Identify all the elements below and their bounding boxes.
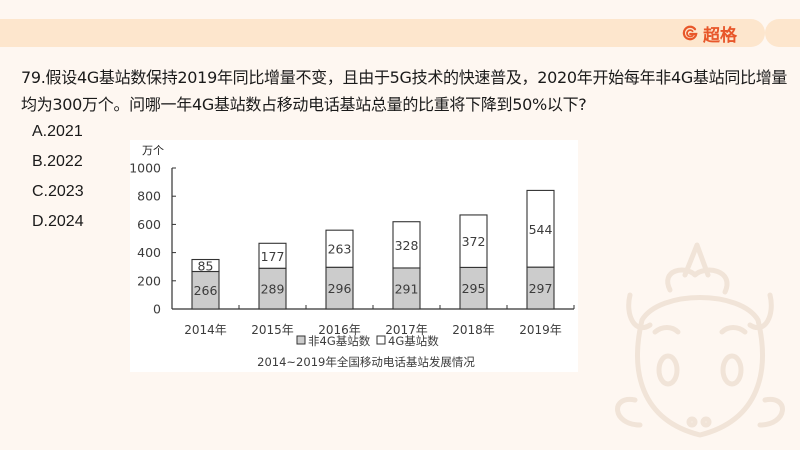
bar-value-label: 291 xyxy=(395,281,419,296)
x-tick-label: 2017年 xyxy=(385,323,428,337)
bar-4g xyxy=(258,242,287,269)
x-tick-label: 2014年 xyxy=(184,323,227,337)
x-tick-label: 2015年 xyxy=(251,323,294,337)
y-tick-label: 600 xyxy=(137,217,161,232)
bar-value-label: 328 xyxy=(395,238,419,253)
legend-label: 4G基站数 xyxy=(388,334,439,348)
y-axis-unit: 万个 xyxy=(142,144,164,157)
bar-4g xyxy=(191,258,220,273)
bar-value-label: 266 xyxy=(194,283,218,298)
brand-logo: 超格 xyxy=(682,22,737,46)
bar-value-label: 85 xyxy=(198,259,214,274)
bar-value-label: 544 xyxy=(529,222,553,237)
y-tick-label: 1000 xyxy=(130,161,161,176)
y-tick-label: 400 xyxy=(137,245,161,260)
y-tick-label: 0 xyxy=(153,302,161,317)
legend-swatch-non4g xyxy=(296,335,306,345)
chart-panel: 万个 0 200 400 600 800 1000 266 85 2014年 289 177 2015年… xyxy=(129,140,578,372)
brand-name: 超格 xyxy=(703,25,737,46)
legend-label: 非4G基站数 xyxy=(308,334,371,348)
bar-non4g xyxy=(526,266,555,310)
y-tick-label: 200 xyxy=(137,273,161,288)
header-band xyxy=(0,19,765,47)
header-band-right xyxy=(765,19,800,47)
x-tick-label: 2018年 xyxy=(452,323,495,337)
bar-non4g xyxy=(258,267,287,310)
bar-value-label: 295 xyxy=(462,281,486,296)
bar-non4g xyxy=(191,270,220,310)
bar-non4g xyxy=(325,266,354,310)
option-c[interactable]: C.2023 xyxy=(32,183,84,200)
option-d[interactable]: D.2024 xyxy=(32,213,84,230)
bar-4g xyxy=(526,189,555,268)
brand-g-icon xyxy=(682,25,698,41)
option-a[interactable]: A.2021 xyxy=(32,123,83,140)
chart-title: 2014~2019年全国移动电话基站发展情况 xyxy=(257,355,475,369)
stacked-bar-chart: 万个 0 200 400 600 800 1000 266 85 2014年 289 177 2015年… xyxy=(129,144,575,369)
x-tick-label: 2019年 xyxy=(519,323,562,337)
bar-value-label: 296 xyxy=(328,281,352,296)
bar-value-label: 263 xyxy=(328,242,352,257)
legend-swatch-4g xyxy=(376,335,386,345)
bar-value-label: 289 xyxy=(261,282,285,297)
bar-value-label: 297 xyxy=(529,281,553,296)
unicorn-mascot-watermark xyxy=(615,242,785,438)
bar-value-label: 177 xyxy=(261,249,285,264)
answer-options: A.2021 B.2022 C.2023 D.2024 xyxy=(32,121,84,241)
bar-4g xyxy=(325,229,354,268)
x-tick-label: 2016年 xyxy=(318,323,361,337)
bar-4g xyxy=(459,214,488,268)
bar-4g xyxy=(392,221,421,269)
bar-value-label: 372 xyxy=(462,234,486,249)
option-b[interactable]: B.2022 xyxy=(32,153,83,170)
bar-non4g xyxy=(392,267,421,310)
question-text: 79.假设4G基站数保持2019年同比增量不变，且由于5G技术的快速普及，202… xyxy=(21,68,788,114)
bar-non4g xyxy=(459,266,488,310)
y-tick-label: 800 xyxy=(137,189,161,204)
